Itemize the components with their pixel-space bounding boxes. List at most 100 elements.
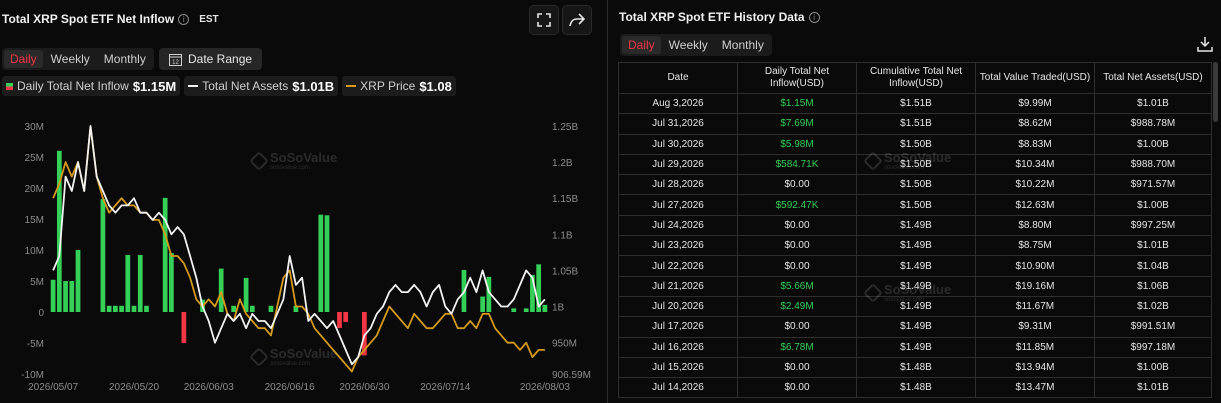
- table-row[interactable]: Jul 23,2026 $0.00 $1.49B $8.75M $1.01B: [618, 235, 1212, 257]
- tab-daily[interactable]: Daily: [622, 36, 661, 54]
- inflow-bar: [106, 305, 112, 312]
- fullscreen-icon[interactable]: [529, 5, 559, 35]
- panel-divider: [607, 0, 608, 403]
- inflow-bar: [137, 254, 143, 312]
- tab-monthly[interactable]: Monthly: [721, 38, 764, 52]
- inflow-bar: [231, 305, 236, 312]
- y-right-tick-label: 1.25B: [552, 122, 578, 133]
- column-header[interactable]: Total Net Assets(USD): [1094, 62, 1212, 94]
- x-tick-label: 2026/05/20: [109, 382, 159, 393]
- inflow-bar: [324, 215, 330, 312]
- inflow-bar: [343, 312, 349, 322]
- inflow-bar: [169, 253, 174, 312]
- table-cell: $10.34M: [975, 153, 1095, 176]
- table-cell: $7.69M: [737, 113, 857, 135]
- table-cell: $1.00B: [1094, 194, 1212, 216]
- inflow-bar: [530, 274, 535, 312]
- legend-total-net-assets[interactable]: Total Net Assets $1.01B: [184, 76, 339, 96]
- inflow-bar: [249, 305, 255, 312]
- inflow-bar: [100, 199, 106, 312]
- panel-title: Total XRP Spot ETF Net Inflow i EST: [2, 12, 219, 26]
- table-cell: $1.00B: [1094, 356, 1212, 379]
- y-right-tick-label: 1B: [552, 303, 565, 314]
- table-cell: $0.00: [737, 214, 857, 237]
- inflow-bar: [218, 268, 224, 312]
- net-inflow-panel: Total XRP Spot ETF Net Inflow i EST Dail…: [0, 0, 607, 403]
- x-tick-label: 2026/07/14: [420, 382, 470, 393]
- table-row[interactable]: Jul 30,2026 $5.98M $1.50B $8.83M $1.00B: [618, 133, 1212, 155]
- table-scrollbar[interactable]: [1213, 62, 1218, 122]
- table-row[interactable]: Jul 14,2026 $0.00 $1.48B $13.47M $1.01B: [618, 377, 1212, 399]
- legend-daily-net-inflow[interactable]: Daily Total Net Inflow $1.15M: [2, 76, 181, 96]
- y-left-tick-label: 15M: [25, 215, 44, 226]
- table-row[interactable]: Jul 16,2026 $6.78M $1.49B $11.85M $997.18M: [618, 336, 1212, 358]
- table-row[interactable]: Jul 28,2026 $0.00 $1.50B $10.22M $971.57M: [618, 174, 1212, 196]
- table-cell: $1.51B: [856, 92, 976, 115]
- table-cell: $1.49B: [856, 336, 976, 358]
- table-row[interactable]: Jul 17,2026 $0.00 $1.49B $9.31M $991.51M: [618, 316, 1212, 338]
- info-icon[interactable]: i: [808, 11, 820, 23]
- inflow-bar: [56, 150, 62, 312]
- table-cell: $1.48B: [856, 356, 976, 379]
- legend-xrp-price[interactable]: XRP Price $1.08: [342, 76, 456, 96]
- tab-daily[interactable]: Daily: [4, 50, 43, 68]
- inflow-bar: [125, 254, 131, 312]
- x-tick-label: 2026/06/30: [339, 382, 389, 393]
- table-row[interactable]: Jul 24,2026 $0.00 $1.49B $8.80M $997.25M: [618, 214, 1212, 237]
- timezone-label: EST: [199, 13, 219, 25]
- download-icon[interactable]: [1197, 36, 1213, 52]
- column-header[interactable]: Daily Total Net Inflow(USD): [737, 62, 857, 94]
- column-header[interactable]: Date: [618, 62, 738, 94]
- table-row[interactable]: Jul 21,2026 $5.66M $1.49B $19.16M $1.06B: [618, 275, 1212, 297]
- tab-monthly[interactable]: Monthly: [103, 52, 146, 66]
- table-cell: $592.47K: [737, 194, 857, 216]
- inflow-bar: [69, 281, 75, 312]
- table-cell: Jul 21,2026: [618, 275, 738, 297]
- y-right-tick-label: 950M: [552, 339, 577, 350]
- share-icon[interactable]: [562, 5, 592, 35]
- table-row[interactable]: Jul 29,2026 $584.71K $1.50B $10.34M $988.70M: [618, 153, 1212, 176]
- legend-value: $1.01B: [292, 78, 335, 94]
- table-cell: $1.49B: [856, 275, 976, 297]
- inflow-bar: [268, 305, 274, 312]
- table-cell: $9.99M: [975, 92, 1095, 115]
- info-icon[interactable]: i: [178, 13, 190, 25]
- date-range-button[interactable]: 12 Date Range: [159, 48, 263, 70]
- table-row[interactable]: Jul 15,2026 $0.00 $1.48B $13.94M $1.00B: [618, 356, 1212, 379]
- table-cell: $11.85M: [975, 336, 1095, 358]
- chart-legend: Daily Total Net Inflow $1.15M Total Net …: [2, 76, 456, 96]
- table-cell: $10.22M: [975, 174, 1095, 196]
- table-cell: $8.75M: [975, 235, 1095, 257]
- table-cell: $12.63M: [975, 194, 1095, 216]
- panel-title: Total XRP Spot ETF History Data i: [619, 10, 820, 24]
- table-cell: $8.80M: [975, 214, 1095, 237]
- svg-text:12: 12: [172, 60, 179, 66]
- table-row[interactable]: Jul 22,2026 $0.00 $1.49B $10.90M $1.04B: [618, 255, 1212, 277]
- table-header-row: Date Daily Total Net Inflow(USD) Cumulat…: [618, 62, 1212, 94]
- table-cell: $988.70M: [1094, 153, 1212, 176]
- tab-weekly[interactable]: Weekly: [50, 52, 90, 66]
- column-header[interactable]: Cumulative Total Net Inflow(USD): [856, 62, 976, 94]
- table-cell: $1.01B: [1094, 92, 1212, 115]
- table-cell: $5.98M: [737, 133, 857, 155]
- table-cell: $1.49B: [856, 255, 976, 277]
- table-cell: $19.16M: [975, 275, 1095, 297]
- column-header[interactable]: Total Value Traded(USD): [975, 62, 1095, 94]
- table-cell: $11.67M: [975, 295, 1095, 318]
- table-row[interactable]: Aug 3,2026 $1.15M $1.51B $9.99M $1.01B: [618, 92, 1212, 115]
- table-cell: $1.51B: [856, 113, 976, 135]
- table-row[interactable]: Jul 31,2026 $7.69M $1.51B $8.62M $988.78M: [618, 113, 1212, 135]
- table-row[interactable]: Jul 27,2026 $592.47K $1.50B $12.63M $1.00B: [618, 194, 1212, 216]
- inflow-bar: [542, 304, 548, 312]
- inflow-chart[interactable]: 30M 25M 20M 15M 10M 5M 0 -5M -10M 1.25B 1.2B 1.15B 1…: [0, 112, 606, 402]
- tab-weekly[interactable]: Weekly: [668, 38, 708, 52]
- table-row[interactable]: Jul 20,2026 $2.49M $1.49B $11.67M $1.02B: [618, 295, 1212, 318]
- table-cell: $5.66M: [737, 275, 857, 297]
- table-cell: Jul 30,2026: [618, 133, 738, 155]
- table-cell: $1.01B: [1094, 377, 1212, 399]
- history-data-panel: Total XRP Spot ETF History Data i Daily …: [608, 0, 1221, 403]
- table-cell: $1.50B: [856, 174, 976, 196]
- y-left-tick-label: 30M: [25, 122, 44, 133]
- inflow-bar: [162, 197, 168, 312]
- table-cell: $2.49M: [737, 295, 857, 318]
